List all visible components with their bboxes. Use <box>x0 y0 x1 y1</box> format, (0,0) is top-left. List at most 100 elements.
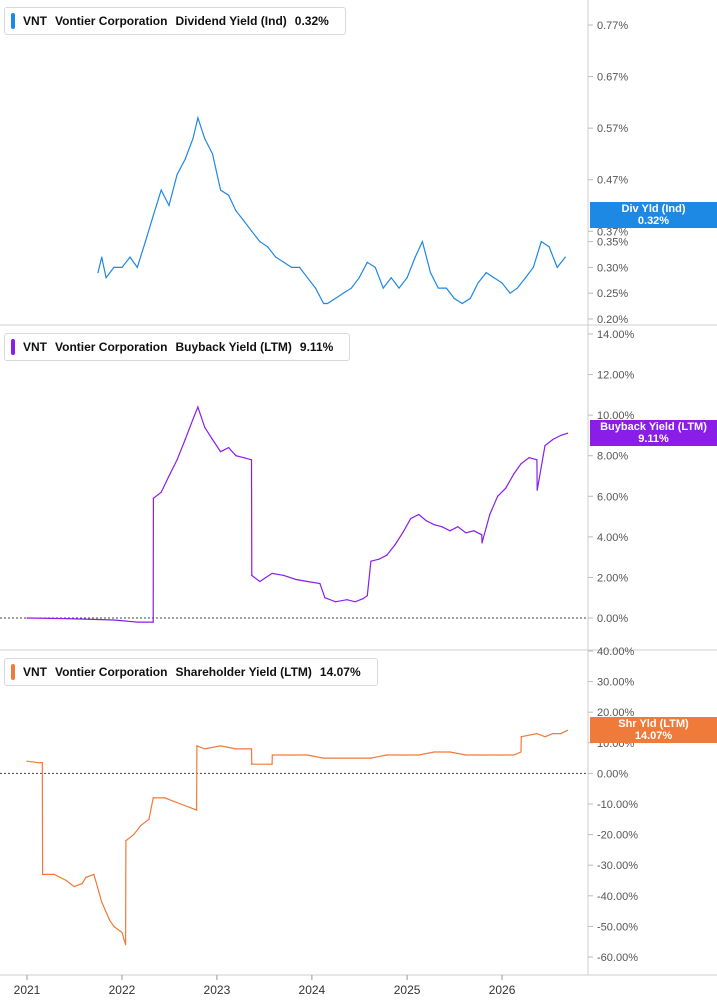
data-point <box>536 489 538 491</box>
y-tick-label: 10.00% <box>597 410 635 422</box>
data-point <box>196 809 198 811</box>
data-point <box>129 256 131 258</box>
data-point <box>386 754 388 756</box>
data-point <box>133 834 135 836</box>
x-tick-label: 2023 <box>204 983 231 997</box>
data-point <box>520 736 522 738</box>
data-point <box>85 876 87 879</box>
legend-value: 0.32% <box>294 14 329 28</box>
y-tick-label: 0.57% <box>597 123 628 135</box>
data-point <box>184 158 186 160</box>
tag-label: Buyback Yield (LTM) <box>600 421 707 433</box>
data-point <box>73 886 75 888</box>
legend-company: Vontier Corporation <box>55 14 168 28</box>
y-tick-label: -30.00% <box>597 860 638 872</box>
data-point <box>250 459 253 461</box>
y-tick-label: -40.00% <box>597 891 638 903</box>
data-point <box>406 277 408 279</box>
y-tick-label: 0.67% <box>597 72 628 84</box>
data-point <box>97 271 99 274</box>
data-point <box>184 438 186 441</box>
data-point <box>319 582 321 585</box>
data-point <box>101 901 103 903</box>
data-point <box>306 580 309 583</box>
data-point <box>326 302 329 305</box>
data-point <box>211 153 214 155</box>
data-point <box>497 754 499 756</box>
data-point <box>414 256 416 258</box>
data-point <box>366 261 368 263</box>
data-point <box>259 241 261 243</box>
y-tick-label: -20.00% <box>597 830 638 842</box>
data-point <box>548 246 550 248</box>
data-point <box>136 266 138 269</box>
data-point <box>192 418 194 420</box>
data-point <box>180 803 182 805</box>
data-point <box>113 925 115 928</box>
x-tick-label: 2024 <box>299 983 326 997</box>
y-tick-label: 0.00% <box>597 613 628 625</box>
data-point <box>445 287 447 289</box>
data-point <box>433 751 435 753</box>
data-point <box>425 520 427 522</box>
data-point <box>567 729 569 731</box>
data-point <box>516 287 518 289</box>
data-point <box>41 762 43 764</box>
legend-box-1: VNT Vontier Corporation Dividend Yield (In… <box>4 7 346 35</box>
data-point <box>354 757 356 759</box>
y-tick-label: 14.00% <box>597 329 635 341</box>
data-point <box>93 873 95 875</box>
data-point <box>457 526 459 528</box>
data-point <box>394 544 396 546</box>
data-point <box>271 572 273 574</box>
data-point <box>477 282 479 284</box>
data-point <box>65 618 67 620</box>
data-point <box>251 763 253 765</box>
data-point <box>267 246 269 248</box>
data-point <box>429 271 432 274</box>
data-point <box>197 117 199 119</box>
data-point <box>160 189 162 191</box>
data-point <box>505 487 507 489</box>
legend-metric: Buyback Yield (LTM) <box>175 340 292 354</box>
y-tick-label: 0.25% <box>597 288 628 300</box>
data-point <box>342 292 344 294</box>
tag-value: 9.11% <box>638 433 669 445</box>
data-point <box>370 560 372 562</box>
data-point <box>204 748 206 750</box>
data-point <box>567 432 569 434</box>
data-point <box>513 754 515 756</box>
data-point <box>204 137 206 140</box>
data-point <box>322 302 325 305</box>
data-point <box>259 580 261 583</box>
data-point <box>398 287 400 289</box>
data-point <box>509 292 511 294</box>
data-point <box>290 754 293 756</box>
data-point <box>101 256 103 258</box>
y-tick-label: 0.20% <box>597 314 628 326</box>
data-point <box>560 733 562 735</box>
y-tick-label: 0.30% <box>597 262 628 274</box>
legend-company: Vontier Corporation <box>55 665 168 679</box>
data-point <box>441 526 443 528</box>
series-line-1 <box>97 115 566 305</box>
tag-label: Shr Yld (LTM) <box>618 718 689 730</box>
y-tick-label: 6.00% <box>597 491 628 503</box>
data-point <box>168 475 170 477</box>
x-tick-label: 2021 <box>14 983 41 997</box>
data-point <box>176 459 178 461</box>
data-point <box>402 754 404 756</box>
data-point <box>465 532 467 534</box>
data-point <box>386 554 388 556</box>
data-point <box>271 763 273 765</box>
y-tick-label: -10.00% <box>597 799 638 811</box>
data-point <box>42 873 44 875</box>
data-point <box>362 598 364 600</box>
legend-ticker: VNT <box>23 14 47 28</box>
legend-swatch <box>11 13 15 29</box>
data-point <box>136 621 138 623</box>
data-point <box>374 266 376 269</box>
data-point <box>172 800 174 802</box>
data-point <box>520 751 522 753</box>
